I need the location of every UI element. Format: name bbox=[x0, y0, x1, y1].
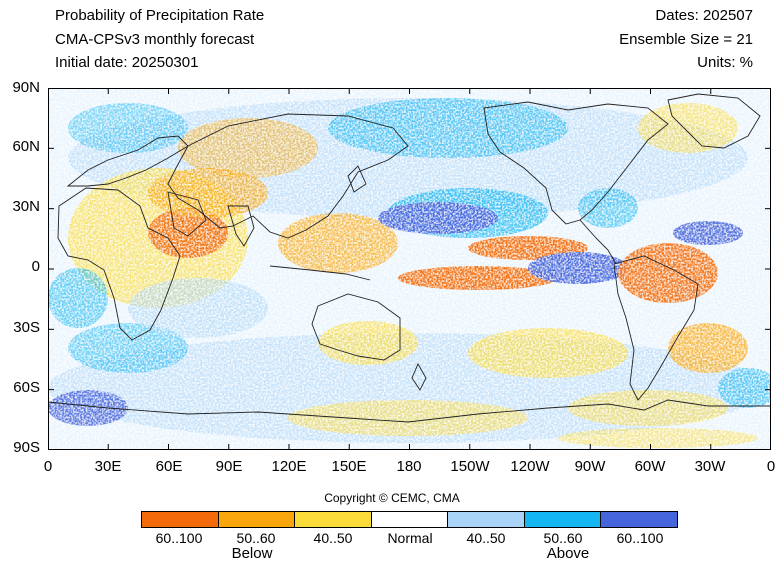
legend-above-label: Above bbox=[546, 545, 590, 562]
map-title: Probability of Precipitation Rate bbox=[55, 7, 265, 24]
x-tick-label: 90W bbox=[574, 458, 606, 475]
x-tick-label: 30W bbox=[694, 458, 726, 475]
x-tick-label: 60E bbox=[155, 458, 183, 475]
y-tick-label: 60S bbox=[13, 379, 40, 396]
x-tick-label: 60W bbox=[634, 458, 666, 475]
x-tick-label: 0 bbox=[766, 458, 776, 475]
x-tick-label: 150E bbox=[331, 458, 367, 475]
legend-below-label: Below bbox=[231, 545, 273, 562]
noise-texture bbox=[48, 88, 771, 450]
legend-label: 60..100 bbox=[616, 530, 664, 546]
units-label: Units: % bbox=[697, 54, 753, 71]
x-tick-label: 150W bbox=[450, 458, 490, 475]
initial-date: Initial date: 20250301 bbox=[55, 54, 199, 71]
legend-swatch bbox=[371, 512, 449, 527]
legend-label: 50..60 bbox=[236, 530, 276, 546]
legend-swatch bbox=[448, 512, 525, 527]
x-tick-label: 180 bbox=[396, 458, 422, 475]
legend-label: 50..60 bbox=[543, 530, 583, 546]
axis-ticks bbox=[48, 88, 771, 450]
model-name: CMA-CPSv3 monthly forecast bbox=[55, 31, 255, 48]
legend-label: 40..50 bbox=[466, 530, 506, 546]
legend-colorbar bbox=[141, 511, 678, 528]
x-tick-label: 0 bbox=[43, 458, 53, 475]
ensemble-size: Ensemble Size = 21 bbox=[619, 31, 753, 48]
y-tick-label: 90N bbox=[12, 79, 40, 96]
x-tick-label: 30E bbox=[94, 458, 122, 475]
legend-swatch bbox=[524, 512, 602, 527]
x-tick-label: 90E bbox=[215, 458, 243, 475]
legend-swatch bbox=[295, 512, 372, 527]
y-tick-label: 30N bbox=[12, 198, 40, 215]
x-tick-label: 120E bbox=[271, 458, 307, 475]
legend-label: Normal bbox=[387, 530, 433, 546]
coastlines bbox=[48, 93, 771, 423]
precipitation-probability-map bbox=[48, 88, 771, 450]
y-tick-label: 90S bbox=[13, 439, 40, 456]
copyright-text: Copyright © CEMC, CMA bbox=[324, 491, 460, 505]
y-tick-label: 0 bbox=[31, 258, 40, 275]
legend-swatch bbox=[601, 512, 678, 527]
x-tick-label: 120W bbox=[510, 458, 550, 475]
forecast-dates: Dates: 202507 bbox=[655, 7, 753, 24]
y-tick-label: 60N bbox=[12, 138, 40, 155]
legend-label: 60..100 bbox=[155, 530, 203, 546]
legend-label: 40..50 bbox=[313, 530, 353, 546]
legend-swatch bbox=[142, 512, 219, 527]
y-tick-label: 30S bbox=[13, 319, 40, 336]
legend-swatch bbox=[218, 512, 296, 527]
